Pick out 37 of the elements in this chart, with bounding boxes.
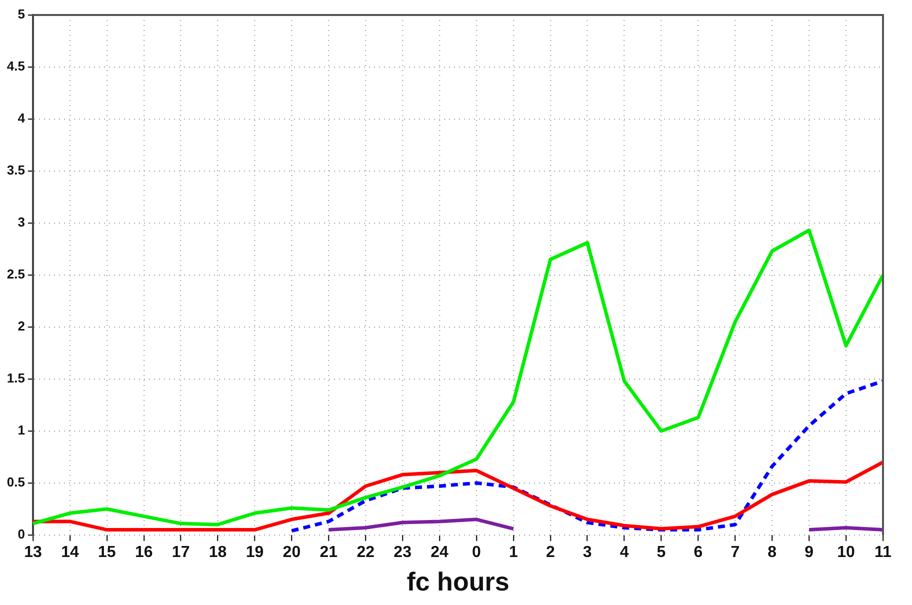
y-tick-label: 1.5: [6, 370, 25, 386]
x-tick-label: 20: [282, 544, 301, 562]
x-tick-label: 19: [246, 544, 264, 562]
x-tick-label: 0: [472, 544, 482, 562]
x-tick-label: 24: [430, 544, 449, 562]
x-axis-title: fc hours: [406, 566, 510, 597]
x-tick-label: 22: [356, 544, 375, 562]
x-tick-label: 23: [394, 544, 412, 562]
x-tick-label: 13: [24, 544, 42, 562]
line-series: [290, 379, 885, 533]
x-tick-label: 14: [61, 544, 79, 562]
y-tick-label: 3: [18, 214, 25, 230]
x-tick-label: 2: [546, 544, 555, 562]
x-tick-label: 6: [694, 544, 703, 562]
x-tick-label: 10: [837, 544, 856, 562]
x-tick-label: 3: [582, 544, 592, 562]
y-tick-label: 3.5: [6, 162, 25, 178]
x-tick-label: 21: [320, 544, 338, 562]
y-tick-label: 0.5: [6, 474, 25, 490]
y-tick-label: 1: [18, 422, 25, 438]
x-tick-label: 7: [730, 544, 740, 562]
x-tick-label: 1: [508, 544, 518, 562]
x-tick-label: 4: [620, 544, 629, 562]
y-tick-label: 4: [18, 110, 26, 126]
x-tick-label: 5: [656, 544, 666, 562]
x-tick-label: 18: [208, 544, 227, 562]
y-tick-label: 2: [18, 318, 25, 334]
y-tick-label: 4.5: [6, 58, 25, 74]
x-tick-label: 17: [172, 544, 190, 562]
y-tick-label: 0: [18, 526, 25, 542]
y-tick-label: 5: [18, 6, 25, 22]
y-tick-label: 2.5: [6, 266, 25, 282]
x-tick-label: 8: [768, 544, 777, 562]
x-tick-label: 9: [804, 544, 814, 562]
x-tick-label: 16: [134, 544, 153, 562]
x-tick-label: 11: [874, 544, 892, 562]
x-tick-label: 15: [98, 544, 116, 562]
